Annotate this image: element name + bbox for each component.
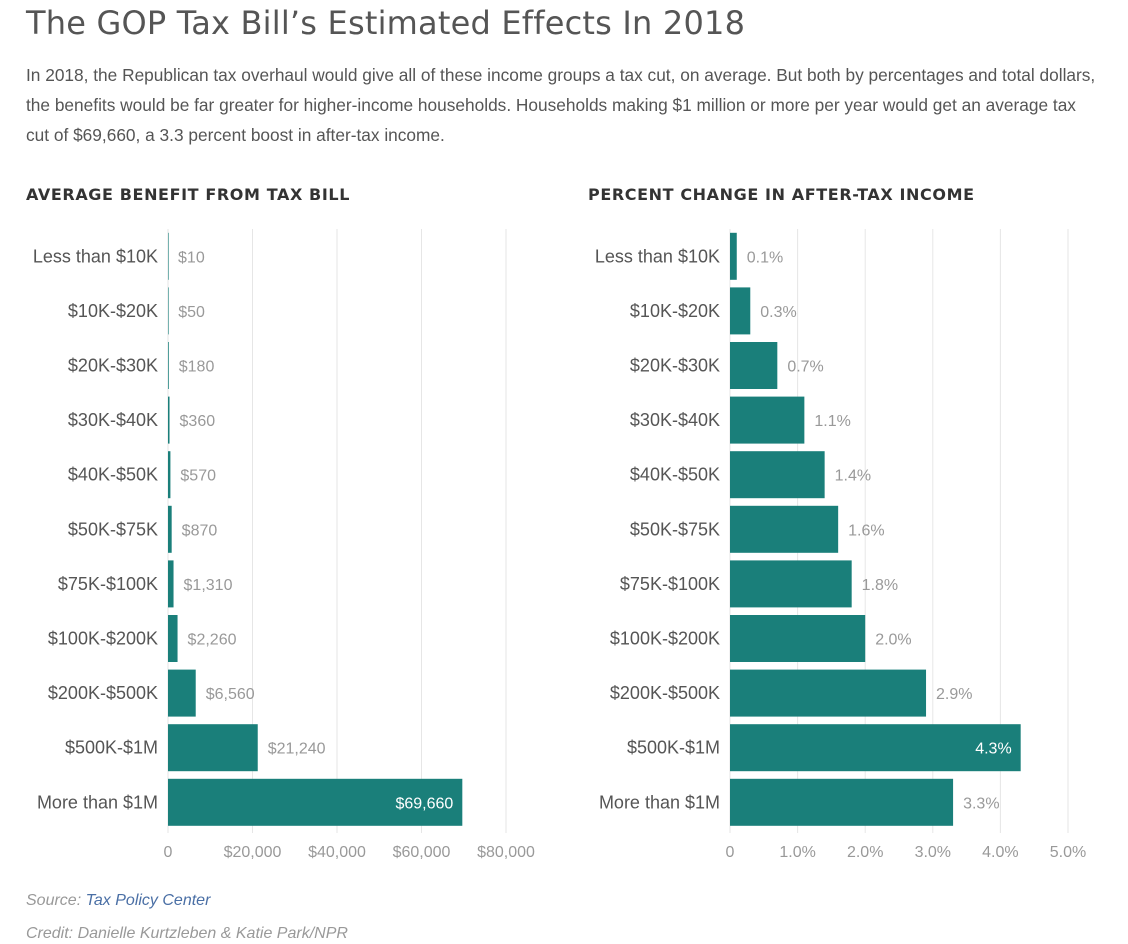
percent-bar bbox=[730, 560, 852, 608]
percent-category-label: $100K-$200K bbox=[610, 629, 720, 649]
percent-category-label: $75K-$100K bbox=[620, 574, 720, 594]
benefit-value-label: $10 bbox=[178, 249, 205, 266]
benefit-bar bbox=[168, 505, 172, 553]
percent-bar bbox=[730, 505, 839, 553]
percent-bar bbox=[730, 724, 1021, 772]
benefit-bar bbox=[168, 560, 174, 608]
benefit-value-label: $180 bbox=[179, 359, 215, 376]
benefit-bar bbox=[168, 232, 169, 280]
percent-category-label: $20K-$30K bbox=[630, 356, 720, 376]
percent-value-label: 0.7% bbox=[787, 359, 823, 376]
percent-tick-label: 5.0% bbox=[1050, 844, 1086, 861]
benefit-bar bbox=[168, 451, 171, 499]
percent-tick-label: 0 bbox=[726, 844, 735, 861]
benefit-tick-label: $80,000 bbox=[477, 844, 535, 861]
benefit-value-label: $6,560 bbox=[206, 686, 255, 703]
percent-value-label: 3.3% bbox=[963, 795, 999, 812]
percent-bar bbox=[730, 451, 825, 499]
benefit-category-label: $20K-$30K bbox=[68, 356, 158, 376]
benefit-tick-label: $20,000 bbox=[224, 844, 282, 861]
chart-title-percent-change: PERCENT CHANGE IN AFTER-TAX INCOME bbox=[588, 185, 975, 204]
benefit-bar bbox=[168, 669, 196, 717]
percent-bar bbox=[730, 669, 927, 717]
benefit-value-label: $69,660 bbox=[395, 795, 453, 812]
benefit-category-label: $10K-$20K bbox=[68, 301, 158, 321]
percent-bar bbox=[730, 287, 751, 335]
benefit-category-label: $500K-$1M bbox=[65, 738, 158, 758]
benefit-category-label: $200K-$500K bbox=[48, 683, 158, 703]
credit-line: Credit: Danielle Kurtzleben & Katie Park… bbox=[26, 925, 348, 942]
benefit-bar bbox=[168, 778, 463, 826]
benefit-value-label: $21,240 bbox=[268, 741, 326, 758]
benefit-value-label: $360 bbox=[180, 413, 216, 430]
percent-bar bbox=[730, 342, 778, 389]
percent-bar bbox=[730, 778, 954, 826]
benefit-bar bbox=[168, 287, 169, 335]
benefit-category-label: $40K-$50K bbox=[68, 465, 158, 485]
benefit-category-label: $30K-$40K bbox=[68, 410, 158, 430]
benefit-value-label: $870 bbox=[182, 522, 218, 539]
benefit-category-label: More than $1M bbox=[37, 792, 158, 812]
benefit-category-label: $75K-$100K bbox=[58, 574, 158, 594]
benefit-category-label: Less than $10K bbox=[33, 246, 158, 266]
percent-category-label: Less than $10K bbox=[595, 246, 720, 266]
source-line: Source: Tax Policy Center bbox=[26, 892, 210, 910]
benefit-bar bbox=[168, 342, 169, 389]
benefit-category-label: $100K-$200K bbox=[48, 629, 158, 649]
page-subtitle: In 2018, the Republican tax overhaul wou… bbox=[26, 65, 1096, 145]
source-prefix: Source: bbox=[26, 892, 86, 909]
percent-category-label: $30K-$40K bbox=[630, 410, 720, 430]
percent-category-label: $500K-$1M bbox=[627, 738, 720, 758]
source-link[interactable]: Tax Policy Center bbox=[85, 892, 211, 909]
percent-value-label: 1.6% bbox=[848, 522, 884, 539]
benefit-tick-label: 0 bbox=[164, 844, 173, 861]
percent-value-label: 1.8% bbox=[862, 577, 898, 594]
benefit-category-label: $50K-$75K bbox=[68, 519, 158, 539]
percent-value-label: 4.3% bbox=[975, 741, 1011, 758]
benefit-tick-label: $60,000 bbox=[393, 844, 451, 861]
percent-value-label: 2.9% bbox=[936, 686, 972, 703]
percent-category-label: $50K-$75K bbox=[630, 519, 720, 539]
percent-tick-label: 3.0% bbox=[915, 844, 951, 861]
percent-category-label: More than $1M bbox=[599, 792, 720, 812]
benefit-bar bbox=[168, 615, 178, 662]
percent-category-label: $200K-$500K bbox=[610, 683, 720, 703]
percent-category-label: $10K-$20K bbox=[630, 301, 720, 321]
benefit-tick-label: $40,000 bbox=[308, 844, 366, 861]
percent-bar bbox=[730, 615, 866, 662]
percent-tick-label: 2.0% bbox=[847, 844, 883, 861]
benefit-bar bbox=[168, 396, 170, 444]
benefit-value-label: $50 bbox=[178, 304, 205, 321]
percent-value-label: 1.4% bbox=[835, 468, 871, 485]
percent-value-label: 1.1% bbox=[814, 413, 850, 430]
benefit-value-label: $1,310 bbox=[184, 577, 233, 594]
benefit-bar bbox=[168, 724, 258, 772]
chart-title-average-benefit: AVERAGE BENEFIT FROM TAX BILL bbox=[26, 185, 351, 204]
percent-tick-label: 4.0% bbox=[982, 844, 1018, 861]
percent-value-label: 2.0% bbox=[875, 632, 911, 649]
page-title: The GOP Tax Bill’s Estimated Effects In … bbox=[26, 4, 746, 42]
percent-category-label: $40K-$50K bbox=[630, 465, 720, 485]
percent-value-label: 0.1% bbox=[747, 249, 783, 266]
benefit-value-label: $2,260 bbox=[188, 632, 237, 649]
percent-bar bbox=[730, 232, 737, 280]
percent-bar bbox=[730, 396, 805, 444]
percent-tick-label: 1.0% bbox=[779, 844, 815, 861]
benefit-value-label: $570 bbox=[180, 468, 216, 485]
percent-value-label: 0.3% bbox=[760, 304, 796, 321]
